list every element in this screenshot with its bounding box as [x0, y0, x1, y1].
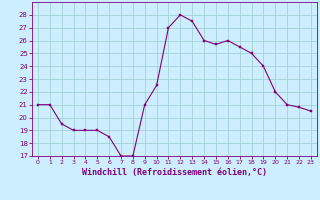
X-axis label: Windchill (Refroidissement éolien,°C): Windchill (Refroidissement éolien,°C)	[82, 168, 267, 177]
